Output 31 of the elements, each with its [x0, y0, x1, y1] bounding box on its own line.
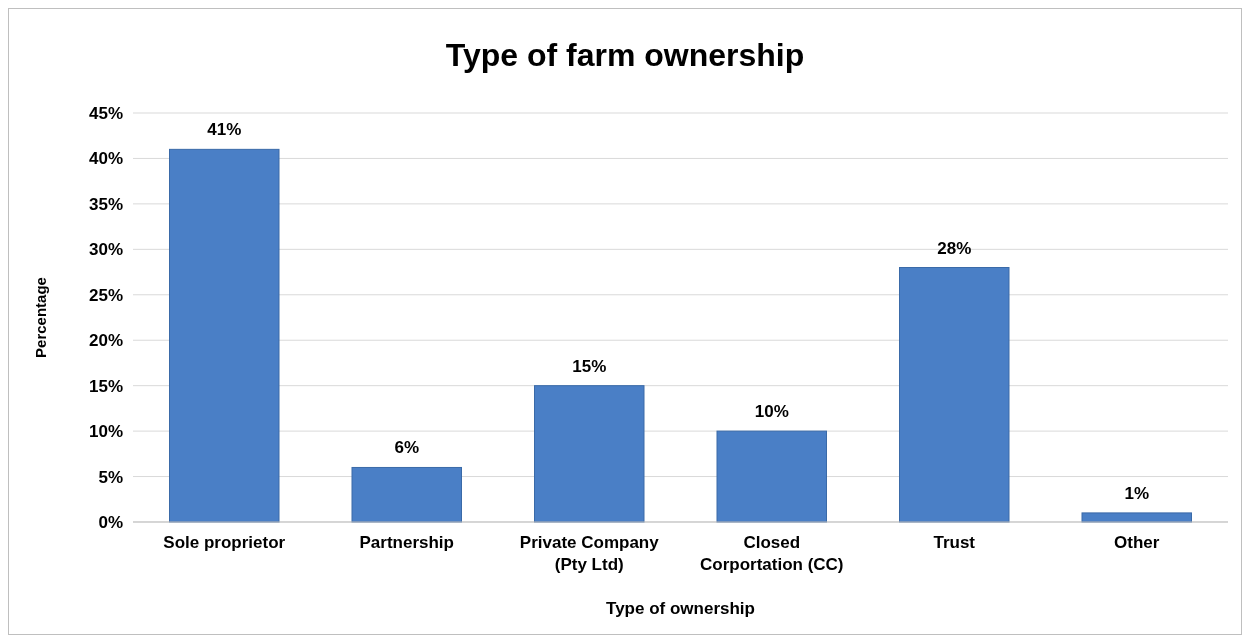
chart-title: Type of farm ownership: [445, 37, 805, 73]
data-label: 15%: [572, 356, 607, 376]
data-label: 1%: [1124, 483, 1150, 503]
y-tick-label: 45%: [88, 103, 123, 123]
y-tick-label: 5%: [98, 467, 123, 487]
x-tick-label: Partnership: [359, 533, 454, 552]
bar: [351, 466, 462, 523]
x-axis-title: Type of ownership: [606, 599, 755, 618]
x-tick-label: Private Company (Pty Ltd): [519, 533, 660, 574]
y-tick-label: 20%: [88, 331, 123, 351]
y-tick-label: 30%: [88, 240, 123, 260]
y-tick-label: 25%: [88, 285, 123, 305]
x-tick-label: Closed Corportation (CC): [699, 533, 844, 574]
x-tick-label: Sole proprietor: [163, 533, 286, 552]
y-tick-label: 15%: [88, 376, 123, 396]
data-label: 41%: [207, 120, 242, 140]
x-tick-label: Other: [1114, 533, 1160, 552]
data-label: 28%: [937, 238, 972, 258]
bar: [534, 385, 645, 523]
bar: [716, 430, 827, 523]
bar: [899, 267, 1010, 523]
y-axis-title: Percentage: [32, 277, 49, 358]
bar: [1081, 512, 1192, 523]
bar: [169, 148, 280, 523]
data-label: 10%: [754, 402, 789, 422]
y-tick-label: 0%: [98, 512, 123, 532]
x-tick-label: Trust: [933, 533, 976, 552]
data-label: 6%: [394, 438, 420, 458]
y-tick-label: 10%: [88, 422, 123, 442]
y-tick-label: 40%: [88, 149, 123, 169]
y-tick-label: 35%: [88, 194, 123, 214]
